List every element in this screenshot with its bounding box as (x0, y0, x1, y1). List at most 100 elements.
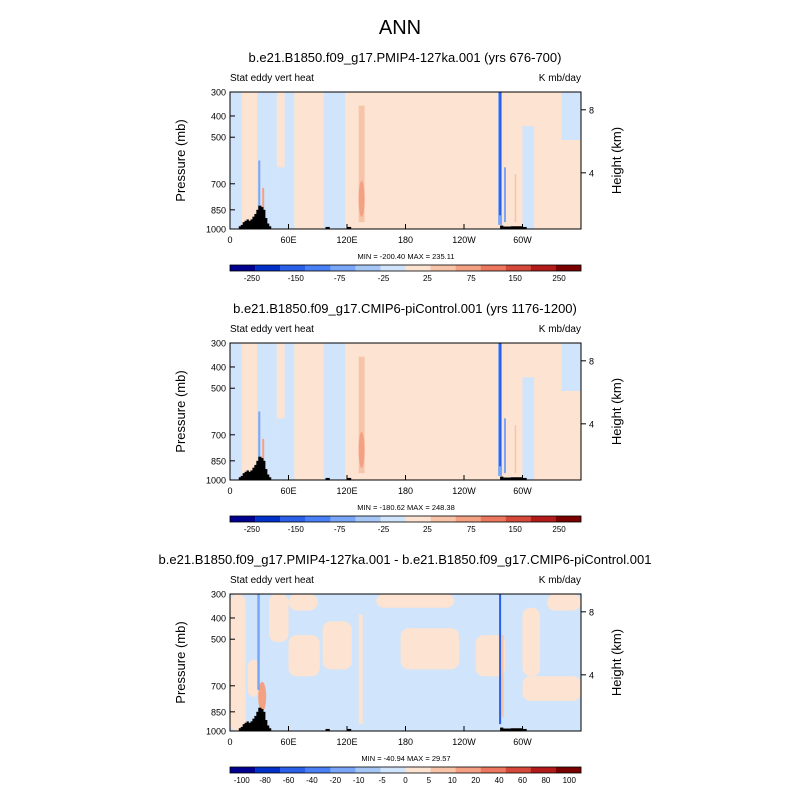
positive-patch-6 (288, 635, 320, 677)
colorbar-swatch (305, 767, 331, 773)
x-tick-label: 60E (280, 486, 296, 496)
topography-bar (269, 477, 272, 480)
topography-bar (258, 456, 262, 480)
x-tick-label: 120W (452, 737, 476, 747)
contour-field (230, 343, 581, 480)
topography-bar (242, 222, 245, 229)
warm-core-135e (358, 431, 365, 468)
x-tick-label: 120E (336, 486, 357, 496)
topography-bar (248, 722, 251, 731)
topography-bar (500, 727, 504, 731)
weak-negative-band-0 (230, 92, 242, 229)
y-axis-label: Pressure (mb) (173, 621, 188, 703)
y-tick-label: 1000 (206, 225, 226, 235)
warm-core-135e (358, 180, 365, 217)
panel-right-label: K mb/day (539, 324, 581, 335)
cool-streak-africa (258, 160, 261, 216)
colorbar-swatch (380, 516, 406, 522)
colorbar-swatch (405, 265, 431, 271)
negative-streak-africa (257, 594, 260, 690)
positive-patch-9 (522, 607, 541, 677)
colorbar-swatch (455, 767, 481, 773)
y-right-tick-label: 8 (589, 105, 594, 115)
x-tick-label: 180 (398, 486, 413, 496)
colorbar-swatch (355, 516, 381, 522)
topography-bar (242, 724, 245, 731)
min-max-stats: MIN = -40.94 MAX = 29.57 (361, 754, 450, 763)
y-tick-label: 700 (211, 681, 226, 691)
colorbar-swatch (305, 516, 331, 522)
colorbar-label: 80 (541, 776, 550, 785)
y-tick-label: 500 (211, 384, 226, 394)
colorbar-label: -150 (288, 274, 305, 283)
colorbar-label: -20 (330, 776, 342, 785)
colorbar-swatch (505, 265, 532, 271)
colorbar-swatch (355, 767, 381, 773)
colorbar-label: 75 (467, 525, 476, 534)
topography-bar (522, 477, 527, 480)
colorbar-frame (229, 766, 582, 774)
weak-negative-band-top (561, 343, 581, 391)
warm-streak-east (514, 174, 517, 223)
colorbar-swatch (430, 516, 456, 522)
colorbar-swatch (380, 265, 406, 271)
colorbar-swatch (405, 767, 431, 773)
positive-streak-east (501, 635, 504, 718)
positive-patch-7 (247, 659, 260, 697)
y-tick-label: 500 (211, 635, 226, 645)
topography-bar (267, 474, 270, 480)
blue-streak-core (499, 92, 502, 216)
topography-bar (250, 470, 253, 480)
topography-bar (244, 471, 247, 480)
colorbar-swatch (530, 265, 557, 271)
colorbar-swatch (555, 516, 582, 522)
colorbar-swatch (355, 265, 381, 271)
topography-bar (510, 477, 523, 480)
panel-title: b.e21.B1850.f09_g17.PMIP4-127ka.001 (yrs… (249, 50, 562, 65)
y-tick-label: 700 (211, 179, 226, 189)
weak-negative-band-3 (323, 343, 346, 480)
x-tick-label: 60W (513, 737, 532, 747)
colorbar-swatch (255, 767, 281, 773)
positive-band-135e (358, 614, 363, 725)
colorbar-swatch (430, 265, 456, 271)
positive-patch-0 (230, 594, 246, 731)
colorbar-swatch (555, 265, 582, 271)
colorbar-label: 60 (518, 776, 527, 785)
topography-bar (269, 728, 272, 731)
topography-bar (325, 728, 330, 731)
y-tick-label: 850 (211, 456, 226, 466)
colorbar-label: -25 (378, 274, 390, 283)
topography-bar (242, 473, 245, 480)
colorbar-label: 0 (403, 776, 408, 785)
topography-bar (267, 725, 270, 731)
weak-negative-band-low (276, 418, 287, 480)
topography-bar (263, 711, 266, 731)
colorbar-label: -150 (288, 525, 305, 534)
topography-bar (238, 728, 242, 731)
colorbar-swatch (505, 767, 532, 773)
colorbar-label: 5 (427, 776, 432, 785)
topography-bar (244, 220, 247, 229)
y-tick-label: 400 (211, 613, 226, 623)
topography-bar (252, 467, 255, 480)
colorbar-swatch (305, 265, 331, 271)
y-right-axis-label: Height (km) (609, 378, 624, 445)
topography-bar (503, 226, 512, 229)
topography-bar (503, 477, 512, 480)
x-tick-label: 0 (227, 235, 232, 245)
topography-bar (240, 224, 243, 229)
topography-bar (258, 707, 262, 731)
colorbar-swatch (480, 767, 506, 773)
colorbar-swatch (280, 767, 306, 773)
colorbar-swatch (255, 516, 281, 522)
colorbar-label: -75 (334, 274, 346, 283)
colorbar-label: -250 (244, 525, 261, 534)
y-tick-label: 850 (211, 707, 226, 717)
colorbar-swatch (380, 767, 406, 773)
topography-bar (347, 226, 352, 229)
contour-field (230, 594, 581, 731)
topography-bar (261, 709, 264, 731)
topography-bar (254, 213, 257, 229)
